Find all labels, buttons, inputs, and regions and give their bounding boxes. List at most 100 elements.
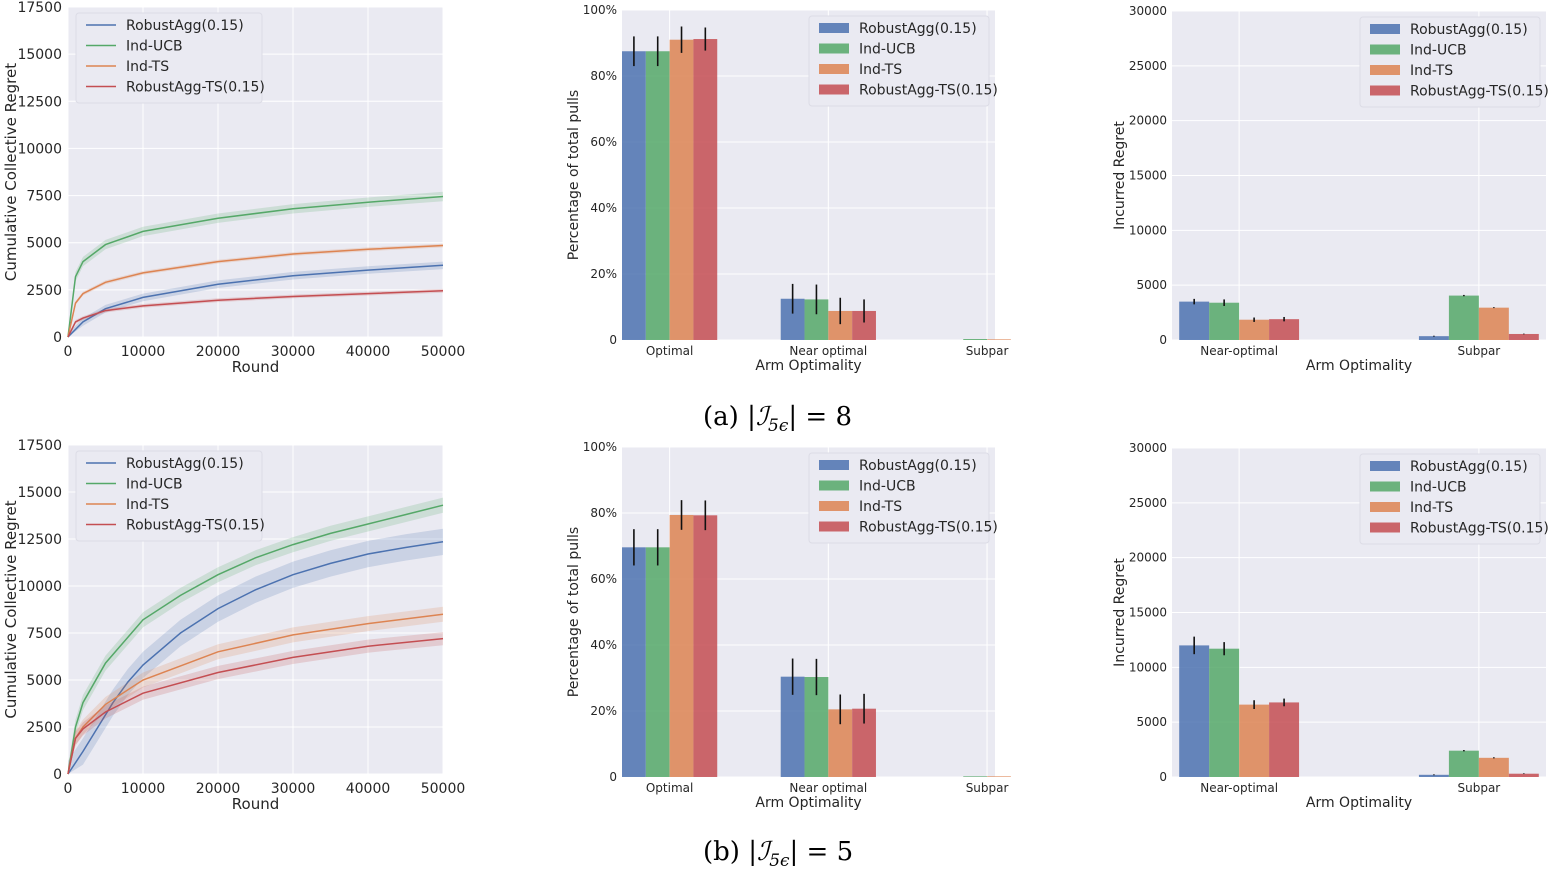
a-regret-series-line-3 [67,290,444,338]
b-incurred-legend-box [1359,453,1541,545]
a-regret-series-line-2 [67,244,444,338]
b-incurred-legend-swatch-1 [1370,481,1400,492]
a-incurred-legend-swatch-1 [1370,44,1400,55]
b-regret-legend-box [75,450,263,542]
b-pulls-ytick-label: 60% [590,572,617,586]
a-pulls-legend-label-1: Ind-UCB [859,42,916,58]
b-regret-xtick-label: 30000 [271,781,316,797]
b-incurred-ytick-label: 0 [1159,770,1167,784]
a-regret-xtick-label: 10000 [121,344,166,360]
a-incurred-bar-0-0 [1179,301,1210,340]
a-pulls-ytick-label: 40% [590,201,617,215]
a-pulls-ytick-label: 0 [609,333,617,347]
b-pulls-bar-1-2 [828,709,853,777]
b-incurred-bar-1-3 [1508,773,1539,777]
a-pulls-bar-1-2 [828,310,853,340]
a-pulls-bar-2-1 [963,339,988,340]
b-regret-ytick-label: 7500 [26,626,62,642]
b-pulls-legend-label-1: Ind-UCB [859,479,916,495]
b-pulls-bar-0-3 [693,515,718,777]
b-incurred-legend-swatch-0 [1370,461,1400,471]
a-regret-series-line-1 [67,195,444,338]
a-pulls-bar-0-1 [645,51,670,340]
a-regret-xtick-label: 20000 [196,344,241,360]
b-regret-ytick-label: 5000 [26,673,62,689]
a-pulls-xtick-label: Optimal [646,344,693,358]
b-regret-band-3 [68,632,443,774]
a-regret-legend-label-3: RobustAgg-TS(0.15) [126,80,265,96]
b-regret-xtick-label: 0 [64,781,73,797]
a-pulls-ytick-label: 100% [583,3,617,17]
b-regret-ytick-label: 17500 [17,438,62,454]
b-regret-ytick-label: 15000 [17,485,62,501]
b-incurred-bar-0-2 [1239,704,1270,777]
a-pulls-legend-label-0: RobustAgg(0.15) [859,21,977,37]
b-regret-legend-label-1: Ind-UCB [126,477,183,493]
b-pulls-legend-label-2: Ind-TS [859,499,902,515]
b-incurred-legend-swatch-2 [1370,502,1400,512]
a-incurred-ytick-label: 20000 [1129,114,1167,128]
a-pulls-legend-swatch-1 [819,43,849,54]
a-incurred-bar-0-2 [1239,319,1270,340]
a-regret-band-0 [68,261,443,337]
b-regret-legend-label-3: RobustAgg-TS(0.15) [126,518,265,534]
b-incurred-ytick-label: 15000 [1129,606,1167,620]
a-regret-ylabel: Cumulative Collective Regret [2,63,20,281]
b-incurred-ytick-label: 30000 [1129,441,1167,455]
a-pulls-bar-0-2 [669,39,694,340]
caption-a: (a) |ℐ5ϵ| = 8 [703,402,852,436]
b-incurred-ylabel: Incurred Regret [1112,558,1128,667]
b-incurred-xtick-label: Subpar [1457,781,1500,795]
a-regret-xtick-label: 50000 [421,344,466,360]
a-pulls-legend-label-2: Ind-TS [859,62,902,78]
b-regret-ytick-label: 10000 [17,579,62,595]
b-incurred-legend-swatch-3 [1370,522,1400,533]
a-incurred-ytick-label: 15000 [1129,169,1167,183]
a-incurred-legend-label-1: Ind-UCB [1410,43,1467,59]
b-pulls-ytick-label: 0 [609,770,617,784]
a-pulls-bar-1-1 [804,299,829,340]
b-pulls-ylabel: Percentage of total pulls [566,527,582,697]
b-regret-legend-label-0: RobustAgg(0.15) [126,456,244,472]
b-regret-series-line-1 [67,504,444,775]
a-incurred-ylabel: Incurred Regret [1112,121,1128,230]
b-regret-xtick-label: 50000 [421,781,466,797]
a-incurred-xlabel: Arm Optimality [1306,358,1412,374]
a-pulls-ytick-label: 60% [590,135,617,149]
b-pulls-legend-swatch-3 [819,521,849,532]
a-incurred-legend-swatch-3 [1370,85,1400,96]
b-regret-series-line-3 [67,637,444,775]
chart-a-pulls: 0 20% 40% 60% 80% 100% Optimal Near optimal Subp… [566,3,1011,374]
b-regret-band-1 [68,497,443,774]
a-pulls-bar-1-3 [852,310,876,340]
a-regret-series-line-0 [67,264,444,338]
a-regret-legend-box [75,12,263,104]
b-regret-ytick-label: 2500 [26,720,62,736]
a-incurred-legend-label-0: RobustAgg(0.15) [1410,22,1528,38]
chart-a-incurred: 0 5000 10000 15000 20000 25000 30000 Near-optim… [1112,4,1549,374]
b-regret-xtick-label: 10000 [121,781,166,797]
a-pulls-legend-label-3: RobustAgg-TS(0.15) [859,83,998,99]
a-incurred-xtick-label: Subpar [1457,344,1500,358]
b-regret-band-0 [68,528,443,774]
b-pulls-legend-swatch-1 [819,480,849,491]
a-pulls-bar-1-0 [780,298,805,340]
b-pulls-bar-0-2 [669,514,694,777]
b-pulls-bar-2-2 [987,776,1011,777]
a-pulls-legend-swatch-0 [819,23,849,33]
b-incurred-ytick-label: 10000 [1129,660,1167,674]
a-incurred-bar-1-0 [1418,336,1449,340]
a-regret-xtick-label: 0 [64,344,73,360]
chart-b-pulls: 0 20% 40% 60% 80% 100% Optimal Near optimal Subp… [566,440,1011,811]
a-regret-xlabel: Round [232,358,279,376]
b-regret-band-2 [68,606,443,774]
b-pulls-xtick-label: Subpar [966,781,1009,795]
a-pulls-xtick-label: Subpar [966,344,1009,358]
a-regret-ytick-label: 5000 [26,236,62,252]
a-pulls-ytick-label: 20% [590,267,617,281]
a-regret-legend-label-2: Ind-TS [126,59,169,75]
b-pulls-bar-0-0 [622,547,646,777]
b-pulls-legend-swatch-2 [819,501,849,511]
chart-b-incurred: 0 5000 10000 15000 20000 25000 30000 Near-optim… [1112,441,1549,811]
